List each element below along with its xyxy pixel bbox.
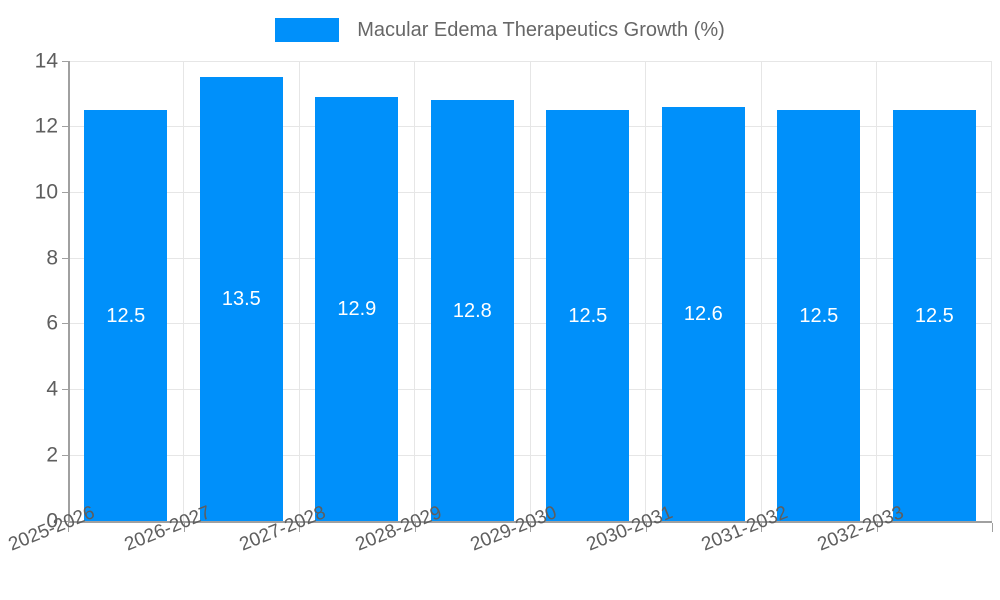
y-axis-tick-mark [62, 61, 68, 62]
y-axis-tick-mark [62, 521, 68, 522]
bar-value-label: 13.5 [221, 288, 261, 311]
bar-value-label: 12.5 [106, 304, 146, 327]
chart-legend: Macular Edema Therapeutics Growth (%) [0, 14, 1000, 46]
gridline-vertical [183, 61, 184, 521]
y-axis-tick-label: 0 [46, 509, 58, 533]
bar-value-label: 12.5 [914, 304, 954, 327]
y-axis-tick-mark [62, 126, 68, 127]
legend-color-swatch-icon [275, 18, 340, 42]
y-axis-tick-label: 14 [34, 49, 58, 73]
bar[interactable]: 13.5 [199, 77, 283, 521]
bar[interactable]: 12.8 [430, 100, 514, 521]
bar[interactable]: 12.5 [84, 110, 168, 521]
bar[interactable]: 12.9 [315, 97, 399, 521]
x-axis-tick-mark [414, 523, 416, 532]
legend-item-series-1[interactable]: Macular Edema Therapeutics Growth (%) [275, 18, 725, 42]
x-axis-line [68, 521, 992, 523]
x-axis-tick-mark [761, 523, 762, 532]
y-axis-tick-mark [62, 192, 68, 193]
bar[interactable]: 12.5 [777, 110, 861, 521]
y-axis-tick-label: 4 [46, 377, 58, 401]
gridline-vertical [299, 61, 300, 521]
y-axis-line [68, 61, 70, 522]
y-axis-tick-label: 6 [46, 311, 58, 335]
y-axis-tick-label: 10 [34, 180, 58, 204]
x-axis-tick-mark [530, 523, 531, 532]
bar[interactable]: 12.6 [661, 107, 745, 521]
y-axis-tick-label: 12 [34, 114, 58, 138]
bar-value-label: 12.5 [799, 304, 839, 327]
x-axis-tick-mark [645, 523, 647, 532]
gridline-vertical [991, 61, 992, 521]
y-axis-tick-label: 2 [46, 443, 58, 467]
x-axis-tick-mark [299, 523, 300, 532]
bar-value-label: 12.5 [568, 304, 608, 327]
bar[interactable]: 12.5 [892, 110, 976, 521]
y-axis-tick-label: 8 [46, 246, 58, 270]
x-axis-tick-mark [68, 523, 69, 532]
gridline-vertical [414, 61, 415, 521]
y-axis-tick-mark [62, 389, 68, 390]
y-axis: 14 12 10 8 6 4 2 0 [0, 0, 58, 600]
bar[interactable]: 12.5 [546, 110, 630, 521]
y-axis-tick-mark [62, 323, 68, 324]
x-axis-tick-mark [992, 523, 993, 532]
plot-area: 12.5 13.5 12.9 12.8 12.5 12.6 12.5 12.5 [68, 61, 992, 521]
x-axis-tick-mark [183, 523, 185, 532]
y-axis-tick-mark [62, 455, 68, 456]
bar-value-label: 12.6 [683, 303, 723, 325]
bar-value-label: 12.9 [337, 298, 377, 320]
gridline-vertical [876, 61, 877, 521]
bar-value-label: 12.8 [452, 299, 492, 322]
x-axis-tick-mark [876, 523, 878, 532]
legend-item-label: Macular Edema Therapeutics Growth (%) [357, 19, 725, 41]
y-axis-tick-mark [62, 258, 68, 259]
gridline-vertical [530, 61, 531, 521]
gridline-vertical [645, 61, 646, 521]
gridline-vertical [761, 61, 762, 521]
